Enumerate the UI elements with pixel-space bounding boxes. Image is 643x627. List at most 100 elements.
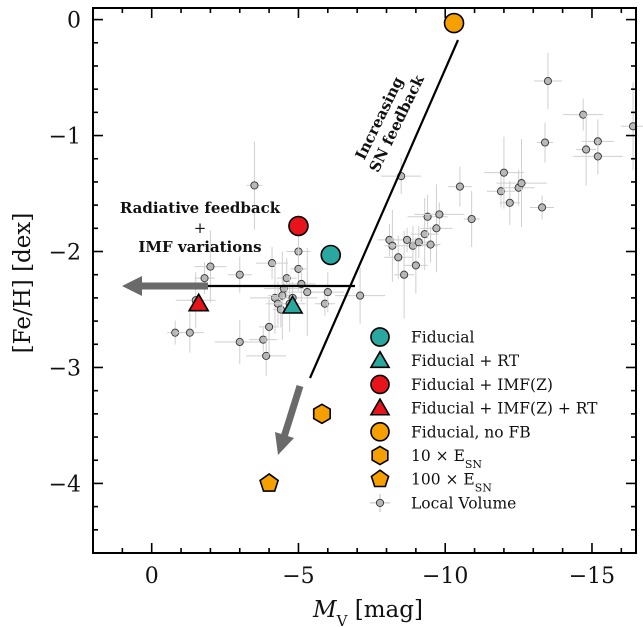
- local-volume-point: [420, 184, 453, 273]
- axes: 0 −5 −10 −15 0 −1 −2 −3 −4: [49, 7, 637, 589]
- local-volume-marker: [505, 198, 514, 207]
- local-volume-marker: [323, 288, 332, 297]
- local-volume-point: [496, 139, 547, 228]
- local-volume-marker: [400, 270, 409, 279]
- local-volume-marker: [496, 187, 506, 196]
- y-tick-label: 0: [67, 9, 81, 34]
- local-volume-marker: [294, 264, 303, 273]
- x-tick-label: −10: [422, 564, 468, 589]
- local-volume-marker: [426, 240, 435, 249]
- x-axis-title: MV [mag]: [312, 597, 423, 627]
- local-volume-point: [483, 136, 524, 209]
- marker-triangle: [281, 294, 304, 314]
- local-volume-point: [621, 82, 643, 171]
- sn-arrow-shaft: [280, 384, 304, 439]
- legend-item: Fiducial + IMF(Z): [370, 374, 553, 395]
- legend-item: Fiducial + IMF(Z) + RT: [369, 397, 598, 418]
- legend: Fiducial Fiducial + RT Fiducial + IMF(Z) Fi…: [369, 327, 598, 512]
- marker-hexagon: [312, 403, 331, 425]
- y-tick-label: −4: [49, 472, 81, 497]
- legend-item: Fiducial + RT: [369, 350, 520, 370]
- marker-circle: [320, 244, 342, 266]
- local-volume-point: [194, 230, 227, 303]
- local-volume-marker: [420, 230, 429, 239]
- local-volume-marker: [200, 274, 209, 283]
- legend-label: Fiducial + IMF(Z): [411, 376, 553, 394]
- local-volume-marker: [235, 337, 244, 347]
- local-volume-marker: [414, 238, 423, 247]
- marker-pentagon: [259, 472, 280, 492]
- y-tick-label: −1: [49, 125, 81, 150]
- legend-label: Fiducial, no FB: [411, 423, 531, 441]
- local-volume-point: [259, 298, 280, 355]
- legend-marker: [375, 498, 385, 507]
- local-volume-marker: [432, 224, 441, 233]
- local-volume-point: [249, 327, 278, 352]
- local-volume-point: [447, 166, 472, 207]
- local-volume-point: [276, 258, 297, 299]
- local-volume-point: [576, 113, 597, 186]
- legend-label: Fiducial + RT: [411, 352, 520, 370]
- y-tick-label: −3: [49, 356, 81, 381]
- legend-item: 100 × ESN: [370, 469, 492, 494]
- local-volume-marker: [185, 328, 194, 337]
- radiative-annotation-plus: +: [194, 219, 207, 237]
- legend-marker: [369, 397, 391, 416]
- local-volume-marker: [265, 322, 274, 331]
- local-volume-marker: [394, 253, 403, 262]
- local-volume-marker: [267, 259, 277, 268]
- local-volume-point: [414, 202, 465, 227]
- marker-triangle: [187, 292, 210, 312]
- local-volume-point: [420, 226, 441, 263]
- local-volume-point: [314, 291, 335, 316]
- legend-label: 10 × ESN: [411, 447, 482, 471]
- sn-arrow-head: [275, 432, 294, 455]
- local-volume-points: [167, 53, 643, 376]
- local-volume-marker: [423, 212, 432, 221]
- local-volume-marker: [538, 203, 547, 212]
- plot-frame: [92, 7, 637, 554]
- local-volume-marker: [282, 274, 291, 283]
- local-volume-point: [384, 235, 413, 280]
- local-volume-point: [533, 53, 562, 110]
- legend-label: Fiducial: [411, 329, 474, 347]
- local-volume-marker: [259, 335, 268, 344]
- local-volume-point: [335, 267, 386, 324]
- local-volume-point: [486, 175, 515, 208]
- x-tick-label: 0: [145, 564, 159, 589]
- sn-feedback-line: [308, 39, 460, 379]
- local-volume-marker: [235, 270, 244, 279]
- local-volume-point: [463, 191, 480, 248]
- local-volume-marker: [303, 288, 312, 297]
- legend-label: Local Volume: [411, 494, 516, 512]
- local-volume-marker: [593, 152, 602, 161]
- local-volume-point: [403, 237, 428, 294]
- legend-marker: [370, 374, 390, 395]
- x-tick-label: −15: [569, 564, 615, 589]
- legend-label: Fiducial + IMF(Z) + RT: [411, 400, 598, 418]
- local-volume-point: [246, 141, 263, 230]
- marker-circle: [288, 215, 309, 237]
- local-volume-marker: [467, 214, 476, 224]
- local-volume-point: [537, 122, 554, 163]
- local-volume-point: [256, 247, 289, 280]
- legend-item: 10 × ESN: [371, 445, 482, 471]
- legend-marker: [371, 445, 389, 466]
- legend-marker: [370, 327, 390, 347]
- local-volume-marker: [262, 351, 271, 360]
- local-volume-marker: [435, 210, 444, 219]
- y-axis-title: [Fe/H] [dex]: [10, 213, 36, 354]
- local-volume-point: [175, 312, 204, 353]
- local-volume-point: [572, 138, 623, 175]
- local-volume-marker: [250, 181, 259, 190]
- y-tick-label: −2: [49, 241, 81, 266]
- local-volume-point: [214, 319, 265, 364]
- legend-marker: [370, 469, 390, 488]
- local-volume-point: [563, 98, 604, 131]
- radiative-annotation-line1: Radiative feedback: [120, 199, 281, 217]
- legend-item: Fiducial, no FB: [370, 421, 531, 442]
- local-volume-marker: [540, 138, 550, 147]
- local-volume-marker: [582, 145, 591, 154]
- legend-item: Local Volume: [370, 493, 516, 512]
- local-volume-marker: [411, 261, 420, 270]
